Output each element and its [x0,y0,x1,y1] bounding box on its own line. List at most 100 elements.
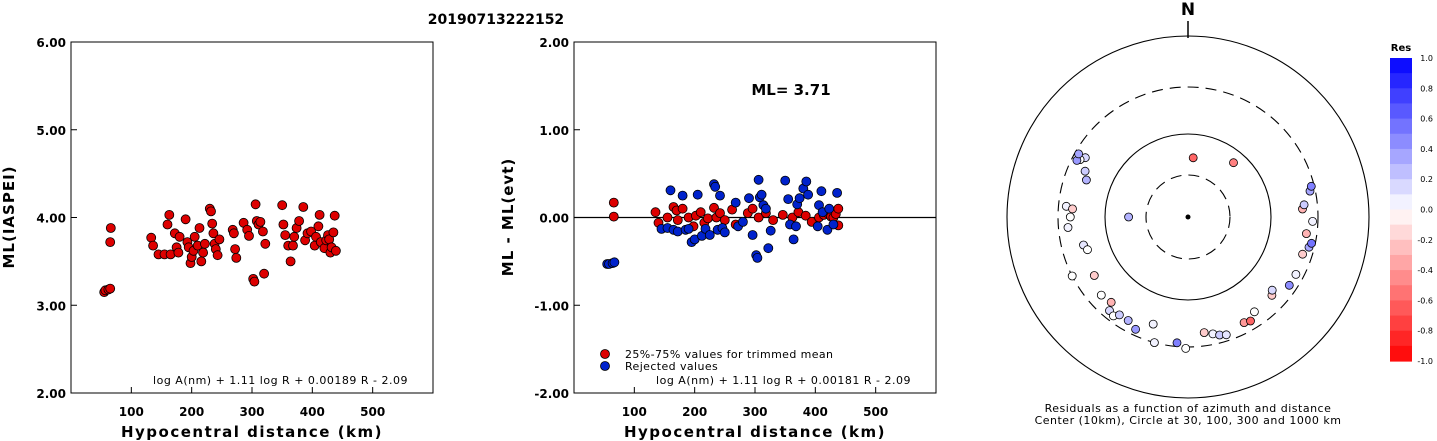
azimuth-residual-point [1106,297,1116,307]
ml-distance-data-point [146,232,157,243]
colorbar-swatch [1390,300,1412,317]
ml-distance-data-point [214,234,225,245]
residual-distance-data-point [710,181,721,192]
ml-distance-data-point [298,202,309,212]
ml-distance-data-point [289,231,300,242]
residual-distance-data-point [608,211,619,222]
colorbar-tick-label: 0.4 [1420,145,1433,154]
azimuth-residual-point [1302,229,1311,239]
residual-distance-x-tick-label: 100 [622,405,647,419]
ml-distance-data-point [189,231,200,242]
azimuth-residual-point [1074,149,1083,159]
distance-ring [1006,35,1370,399]
residual-distance-data-point [738,216,748,227]
azimuth-residual-point [1172,338,1182,348]
azimuth-residual-point [1298,249,1307,259]
residual-distance-data-point [761,203,771,214]
azimuth-residual-point [1299,200,1309,210]
ml-value-annotation: ML= 3.71 [751,81,830,99]
colorbar-tick-label: 0.0 [1420,206,1433,215]
azimuth-residual-point [1096,290,1106,300]
azimuth-residual-points [1061,149,1317,353]
azimuth-residual-point [1131,324,1140,334]
azimuth-residual-point [1065,212,1075,222]
colorbar-swatch [1390,164,1412,180]
legend-label-rejected: Rejected values [625,360,718,373]
residual-distance-data-point [828,219,839,230]
ml-distance-ticks: 100 200 300 400 500 2.00 3.00 4.00 5.00 6.00 [36,36,385,419]
residual-distance-points [602,174,844,269]
ml-distance-panel: 100 200 300 400 500 2.00 3.00 4.00 5.00 6.00 Hypo… [0,36,434,441]
ml-distance-data-point [164,209,175,220]
colorbar-swatch [1390,285,1412,301]
residual-distance-formula: log A(nm) + 1.11 log R + 0.00181 R - 2.0… [656,374,911,387]
distance-ring [1145,174,1231,260]
colorbar-swatch [1390,254,1412,271]
residual-distance-x-tick-label: 500 [863,405,888,419]
residual-distance-data-point [747,230,758,240]
ml-distance-data-point [257,226,268,237]
ml-distance-y-tick-label: 3.00 [36,299,66,313]
ml-distance-data-point [212,250,223,261]
residual-distance-data-point [715,208,725,219]
ml-distance-data-point [329,210,340,221]
distance-ring [1104,133,1272,301]
colorbar-swatch [1390,330,1412,347]
ml-distance-data-point [277,200,288,211]
residual-distance-data-point [783,194,794,205]
azimuth-residual-point [1250,307,1259,317]
legend-marker-rejected [600,361,610,371]
residual-distance-x-tick-label: 200 [682,405,707,419]
residual-distance-y-tick-label: 2.00 [539,36,569,50]
residual-distance-data-point [715,190,725,201]
residual-distance-data-point [650,207,661,218]
residual-distance-data-point [683,223,694,234]
ml-distance-data-point [231,252,242,263]
azimuth-residual-point [1267,285,1277,295]
azimuth-residual-point [1067,271,1077,281]
residual-distance-data-point [816,186,827,197]
ml-distance-data-point [259,268,270,279]
azimuth-residual-point [1148,319,1158,329]
colorbar-tick-label: -0.6 [1417,296,1433,305]
residual-distance-data-point [719,227,730,238]
residual-distance-panel: 100 200 300 400 500 2.00 1.00 0.00 -1.00 -2.00 ML… [499,36,937,441]
residual-distance-data-point [788,234,799,245]
ml-distance-data-point [148,240,159,251]
azimuth-residual-point [1080,166,1090,176]
colorbar-swatch [1390,58,1412,74]
ml-distance-data-point [249,276,260,287]
residual-distance-data-point [753,212,764,223]
residual-distance-x-tick-label: 400 [803,405,828,419]
ml-distance-data-point [328,227,339,238]
ml-distance-x-tick-label: 500 [360,405,385,419]
residual-distance-y-tick-label: 1.00 [539,124,569,138]
ml-distance-x-axis-label: Hypocentral distance (km) [121,423,383,441]
residual-distance-data-point [812,221,823,232]
residual-distance-y-axis-label: ML - ML(evt) [499,158,517,276]
ml-distance-data-point [196,256,207,267]
page-title: 20190713222152 [428,12,564,28]
ml-distance-data-point [174,231,185,242]
azimuth-residual-point [1089,271,1099,280]
residual-distance-y-tick-label: -1.00 [534,299,569,313]
residual-distance-data-point [662,212,673,223]
azimuth-residual-point [1307,238,1316,248]
residual-distance-data-point [832,187,842,198]
residual-distance-data-point [780,175,791,186]
colorbar-swatches [1390,58,1412,362]
residual-distance-data-point [791,221,801,232]
ml-distance-data-point [244,230,254,241]
ml-distance-data-point [294,216,305,226]
ml-distance-data-point [105,283,116,294]
residual-distance-data-point [704,230,715,240]
residual-distance-data-point [763,243,774,254]
residual-distance-data-point [800,210,811,221]
colorbar-swatch [1390,103,1412,120]
colorbar-ticks: 1.0 0.8 0.6 0.4 0.2 0.0 -0.2 -0.4 -0.6 -0.8 -1.0 [1417,54,1433,366]
ml-distance-data-point [207,218,218,229]
residual-distance-data-point [777,209,788,220]
residual-distance-data-point [730,197,741,208]
residual-distance-data-point [665,185,676,196]
ml-distance-data-point [105,237,116,248]
